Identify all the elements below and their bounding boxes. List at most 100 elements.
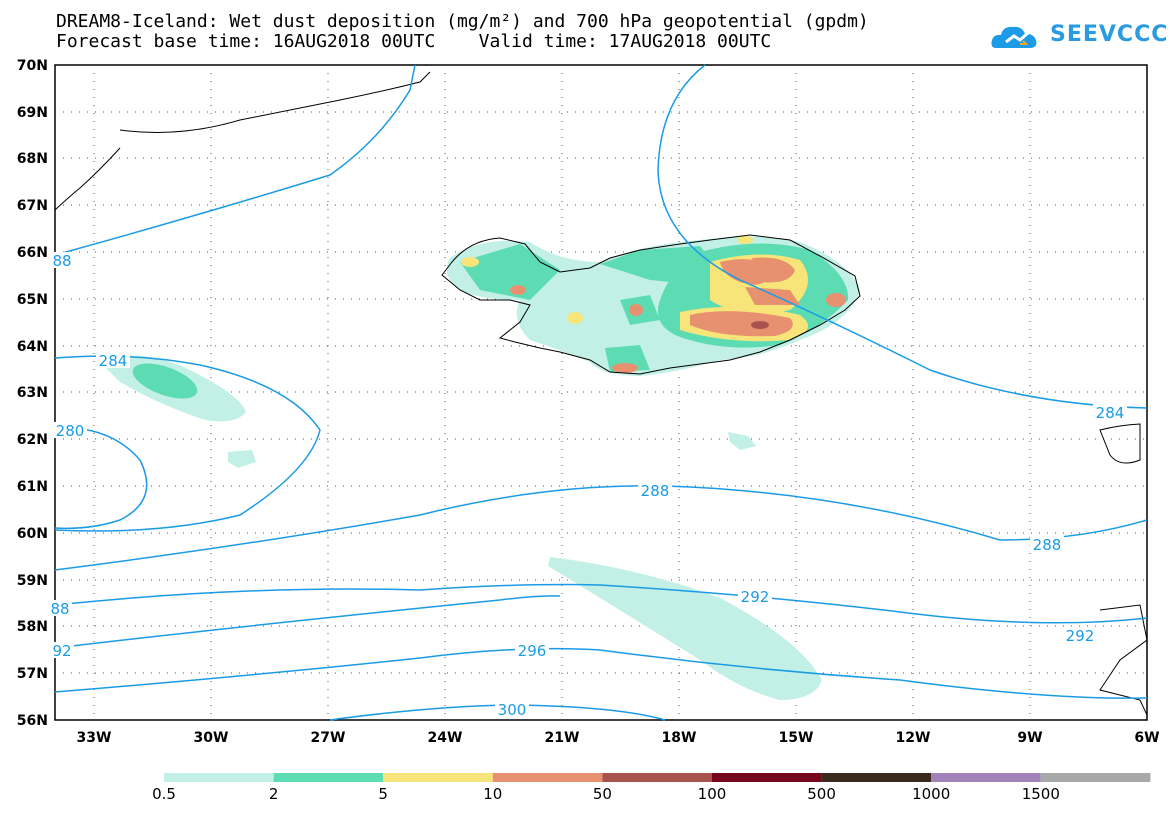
- lat-label: 70N: [17, 58, 48, 74]
- legend-swatch: [383, 773, 493, 782]
- dust-patch: [751, 321, 769, 329]
- lon-label: 33W: [77, 730, 112, 746]
- map-title: DREAM8-Iceland: Wet dust deposition (mg/…: [56, 12, 869, 52]
- legend-swatch: [492, 773, 603, 782]
- latitude-labels: 70N 69N 68N 67N 66N 65N 64N 63N 62N 61N 60N 59N 58N 5…: [17, 58, 48, 729]
- legend-swatch: [602, 773, 712, 782]
- dust-patch: [567, 312, 583, 324]
- title-line-2: Forecast base time: 16AUG2018 00UTC Vali…: [56, 31, 772, 52]
- legend-swatch: [821, 773, 932, 782]
- contour-line: [54, 355, 321, 532]
- faroe-coast: [1099, 423, 1141, 464]
- colorbar-legend: 0.5 2 5 10 50 100 500 1000 1500: [152, 773, 1151, 803]
- lat-label: 67N: [17, 198, 48, 214]
- contour-label-bg: [50, 252, 74, 268]
- greenland-coast: [54, 147, 121, 211]
- dust-patch: [510, 285, 526, 295]
- dust-patch: [752, 257, 795, 283]
- dust-patch: [629, 304, 643, 316]
- dust-patch: [612, 363, 638, 373]
- dust-patch: [690, 311, 793, 337]
- contour-label-bg: [738, 588, 772, 604]
- lon-label: 18W: [662, 730, 697, 746]
- contour-label: 284: [99, 352, 128, 370]
- scotland-coast: [1099, 604, 1148, 716]
- legend-label: 100: [698, 785, 727, 803]
- lat-label: 69N: [17, 105, 48, 121]
- dust-patch: [132, 363, 198, 399]
- legend-label: 0.5: [152, 785, 176, 803]
- legend-label: 50: [593, 785, 612, 803]
- lat-label: 65N: [17, 292, 48, 308]
- contour-label: 284: [1096, 404, 1125, 422]
- dust-patch: [460, 244, 560, 300]
- contour-label: 280: [56, 422, 85, 440]
- greenland-coast: [119, 71, 431, 133]
- contour-label: 292: [1066, 627, 1095, 645]
- lon-label: 21W: [545, 730, 580, 746]
- contour-line: [54, 583, 1148, 624]
- dust-patch: [228, 450, 256, 468]
- legend-label: 1500: [1022, 785, 1060, 803]
- contour-label: 296: [518, 642, 547, 660]
- contour-label: 288: [1033, 536, 1062, 554]
- legend-swatch: [1040, 773, 1151, 782]
- contour-label-bg: [638, 482, 672, 498]
- contour-label: 292: [741, 588, 770, 606]
- legend-swatch: [273, 773, 384, 782]
- longitude-labels: 33W 30W 27W 24W 21W 18W 15W 12W 9W 6W: [77, 730, 1160, 746]
- contour-line: [54, 427, 148, 530]
- lon-label: 24W: [428, 730, 463, 746]
- legend-swatch: [164, 773, 274, 782]
- contour-label-bg: [50, 642, 74, 658]
- lat-label: 56N: [17, 713, 48, 729]
- contour-label: 88: [52, 252, 71, 270]
- lat-label: 63N: [17, 385, 48, 401]
- dust-patch: [461, 257, 479, 267]
- legend-label: 10: [483, 785, 502, 803]
- contour-labels: 88 284 280 288 288 284 88 292 92 292 296 300: [48, 252, 1127, 719]
- contour-line: [54, 64, 416, 256]
- lon-label: 6W: [1134, 730, 1159, 746]
- contour-label: 88: [50, 600, 69, 618]
- legend-label: 2: [269, 785, 279, 803]
- dust-patch: [826, 293, 846, 307]
- lon-label: 30W: [194, 730, 229, 746]
- dust-patch: [728, 432, 756, 450]
- coastlines: [54, 71, 1148, 716]
- contour-line: [54, 647, 1148, 699]
- lon-label: 15W: [779, 730, 814, 746]
- lat-label: 58N: [17, 619, 48, 635]
- legend-swatch: [931, 773, 1041, 782]
- contour-label-bg: [495, 701, 529, 717]
- logo-text: SEEVCCC: [1050, 22, 1169, 47]
- dust-patch: [548, 557, 822, 700]
- lat-label: 68N: [17, 151, 48, 167]
- dust-patch: [737, 236, 753, 244]
- lon-label: 9W: [1017, 730, 1042, 746]
- contour-label: 288: [641, 482, 670, 500]
- contour-label-bg: [1093, 404, 1127, 420]
- legend-label: 1000: [912, 785, 950, 803]
- lat-label: 60N: [17, 526, 48, 542]
- contour-label-bg: [53, 422, 87, 438]
- contour-line: [54, 485, 1148, 571]
- lat-label: 66N: [17, 245, 48, 261]
- lat-label: 62N: [17, 432, 48, 448]
- contour-label-bg: [1030, 536, 1064, 552]
- contour-label: 92: [52, 642, 71, 660]
- lat-label: 57N: [17, 666, 48, 682]
- iceland-coast: [441, 234, 861, 375]
- legend-label: 500: [807, 785, 836, 803]
- legend-label: 5: [378, 785, 388, 803]
- contour-label: 300: [498, 701, 527, 719]
- contour-label-bg: [515, 642, 549, 658]
- seevccc-logo: [991, 26, 1037, 48]
- contour-line: [54, 595, 561, 649]
- contour-line: [657, 64, 1148, 409]
- dust-deposition-field: [100, 236, 860, 700]
- lat-label: 59N: [17, 573, 48, 589]
- contour-label-bg: [1063, 627, 1097, 643]
- lat-label: 61N: [17, 479, 48, 495]
